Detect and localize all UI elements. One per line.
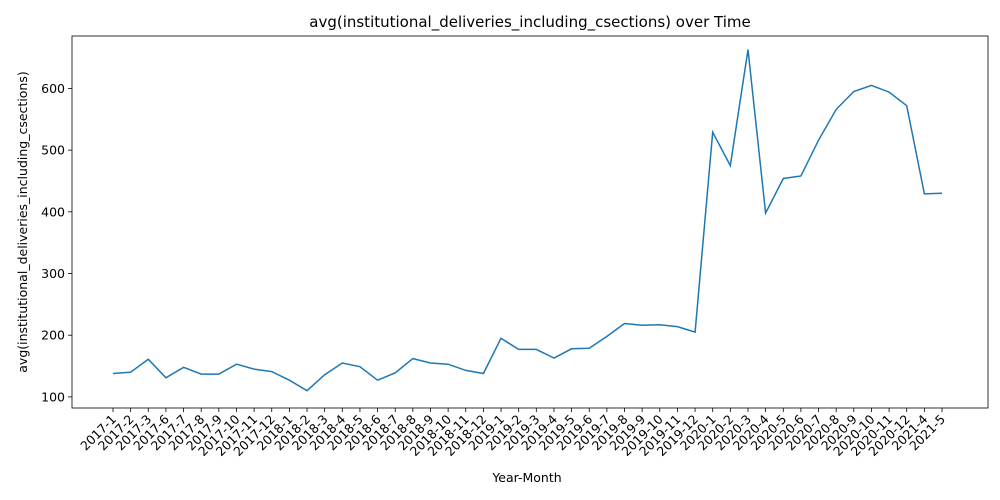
y-tick-label: 600 [41,81,65,96]
plot-frame [71,35,989,409]
y-axis: 100 200 300 400 500 600 [41,81,72,404]
y-axis-label: avg(institutional_deliveries_including_c… [15,71,30,372]
y-tick-label: 100 [41,389,65,404]
y-tick-label: 500 [41,143,65,158]
y-tick-label: 200 [41,328,65,343]
y-tick-label: 300 [41,266,65,281]
series-line [112,49,943,392]
x-axis-label: Year-Month [491,470,561,485]
y-tick-label: 400 [41,204,65,219]
x-axis: 2017-12017-22017-32017-62017-72017-82017… [77,408,948,459]
chart-title: avg(institutional_deliveries_including_c… [309,13,750,32]
